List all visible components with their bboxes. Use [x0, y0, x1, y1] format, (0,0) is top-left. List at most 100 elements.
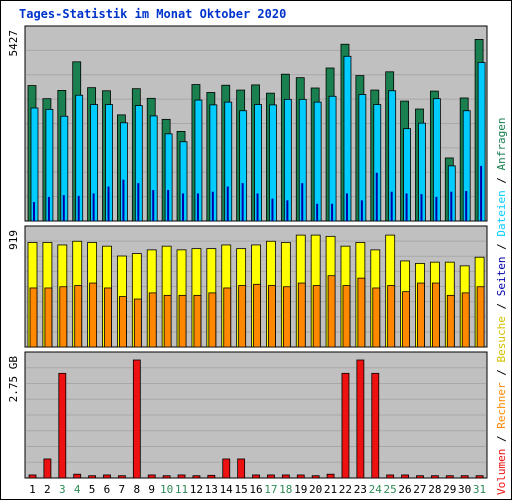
- bar-rechner-day-8: [133, 298, 142, 348]
- bar-volumen-day-16: [252, 474, 260, 479]
- bar-seiten-day-4: [77, 195, 80, 221]
- bar-rechner-day-3: [59, 286, 68, 348]
- bar-seiten-day-21: [331, 203, 334, 221]
- legend-item-rechner: Rechner: [495, 382, 508, 429]
- bar-rechner-day-1: [29, 287, 38, 348]
- bar-seiten-day-22: [345, 193, 348, 221]
- x-tick-label: 25: [384, 483, 397, 496]
- bar-seiten-day-8: [137, 183, 140, 221]
- bar-volumen-day-24: [371, 372, 380, 479]
- bar-rechner-day-26: [402, 291, 410, 348]
- bar-rechner-day-9: [148, 292, 157, 348]
- bar-rechner-day-23: [357, 277, 366, 348]
- bar-seiten-day-11: [182, 193, 185, 221]
- legend-separator: /: [495, 170, 508, 191]
- bar-rechner-day-21: [327, 275, 336, 348]
- bar-rechner-day-7: [119, 296, 127, 348]
- legend-separator: /: [495, 428, 508, 449]
- x-tick-label: 4: [74, 483, 81, 496]
- bar-seiten-day-15: [241, 183, 244, 221]
- bar-rechner-day-29: [446, 294, 455, 348]
- bar-seiten-day-20: [316, 203, 319, 221]
- bar-rechner-day-25: [387, 285, 396, 348]
- x-tick-label: 16: [249, 483, 262, 496]
- bar-volumen-day-7: [118, 475, 126, 479]
- bar-volumen-day-15: [237, 458, 246, 479]
- x-tick-label: 29: [443, 483, 456, 496]
- bar-seiten-day-17: [271, 198, 274, 221]
- bar-rechner-day-12: [193, 294, 202, 348]
- bar-volumen-day-4: [73, 473, 82, 479]
- x-tick-label: 17: [264, 483, 277, 496]
- bar-volumen-day-26: [401, 474, 409, 479]
- x-tick-label: 8: [133, 483, 140, 496]
- bar-rechner-day-6: [104, 287, 112, 348]
- x-tick-label: 2: [44, 483, 51, 496]
- bar-rechner-day-11: [178, 294, 187, 348]
- x-tick-label: 10: [160, 483, 173, 496]
- y-max-label-bottom: 2.75 GB: [7, 356, 20, 403]
- bar-volumen-day-9: [147, 474, 156, 479]
- y-max-label-top: 5427: [7, 30, 20, 57]
- bar-volumen-day-5: [88, 475, 97, 479]
- bar-seiten-day-18: [286, 200, 289, 221]
- legend-separator: /: [495, 296, 508, 317]
- bar-volumen-day-8: [132, 359, 141, 479]
- bar-seiten-day-7: [122, 179, 125, 221]
- bar-seiten-day-14: [226, 186, 229, 221]
- x-tick-label: 5: [89, 483, 96, 496]
- chart-title: Tages-Statistik im Monat Oktober 2020: [19, 7, 287, 21]
- bar-volumen-day-31: [475, 475, 484, 479]
- bar-rechner-day-24: [372, 287, 381, 348]
- bar-volumen-day-30: [460, 475, 469, 479]
- bar-seiten-day-31: [480, 165, 483, 221]
- bar-volumen-day-19: [296, 474, 305, 479]
- bar-volumen-day-20: [311, 475, 320, 479]
- x-tick-label: 23: [354, 483, 367, 496]
- bar-seiten-day-23: [360, 200, 363, 221]
- bar-volumen-day-23: [356, 359, 365, 479]
- x-tick-label: 6: [104, 483, 111, 496]
- bar-rechner-day-22: [342, 285, 351, 348]
- bar-rechner-day-19: [297, 282, 306, 348]
- bar-volumen-day-28: [430, 475, 439, 479]
- legend-separator: /: [495, 236, 508, 257]
- bar-rechner-day-4: [74, 285, 83, 348]
- x-tick-label: 11: [175, 483, 188, 496]
- bar-seiten-day-2: [47, 196, 50, 221]
- bar-rechner-day-17: [268, 285, 276, 348]
- bar-seiten-day-25: [390, 191, 393, 221]
- legend-item-seiten: Seiten: [495, 256, 508, 297]
- bar-seiten-day-10: [167, 189, 170, 221]
- bar-volumen-day-17: [267, 474, 275, 479]
- bar-seiten-day-24: [375, 172, 378, 221]
- bar-seiten-day-13: [211, 191, 214, 221]
- bar-rechner-day-5: [89, 282, 98, 348]
- x-tick-label: 12: [190, 483, 203, 496]
- bar-seiten-day-5: [92, 193, 95, 221]
- bar-seiten-day-3: [62, 195, 65, 221]
- bar-volumen-day-13: [207, 474, 216, 479]
- bar-volumen-day-14: [222, 458, 231, 479]
- bar-seiten-day-28: [435, 196, 438, 221]
- x-tick-label: 30: [458, 483, 471, 496]
- bar-seiten-day-12: [196, 193, 199, 221]
- x-tick-label: 13: [205, 483, 218, 496]
- bar-rechner-day-15: [238, 285, 247, 348]
- bar-seiten-day-29: [450, 191, 453, 221]
- bar-volumen-day-25: [386, 474, 395, 479]
- bar-dateien-day-20: [313, 101, 322, 222]
- bar-volumen-day-1: [28, 474, 37, 479]
- x-tick-label: 26: [398, 483, 411, 496]
- legend-separator: /: [495, 362, 508, 383]
- bar-rechner-day-13: [208, 292, 217, 348]
- x-tick-label: 27: [413, 483, 426, 496]
- bar-volumen-day-27: [416, 475, 424, 479]
- legend-item-anfragen: Anfragen: [495, 117, 508, 171]
- y-max-label-middle: 919: [7, 230, 20, 250]
- x-tick-label: 20: [309, 483, 322, 496]
- bar-seiten-day-16: [256, 193, 259, 221]
- bar-rechner-day-10: [163, 294, 172, 348]
- bar-volumen-day-10: [162, 475, 171, 479]
